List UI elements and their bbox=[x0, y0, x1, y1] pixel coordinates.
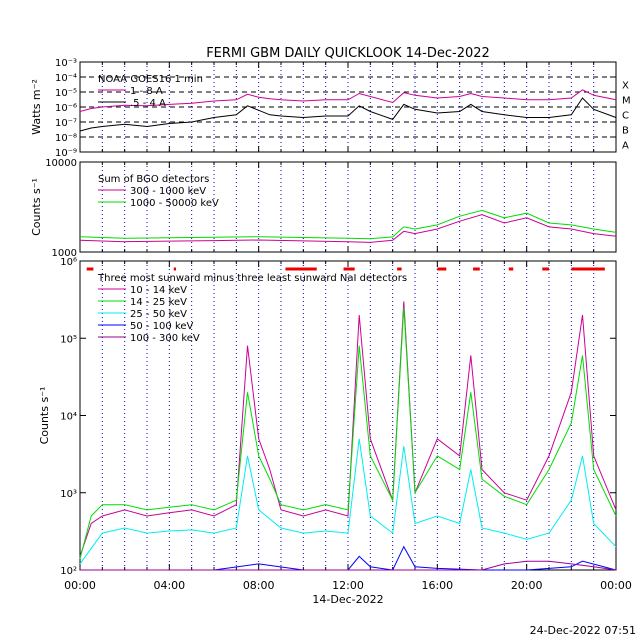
y-tick-label: 10⁵ bbox=[60, 334, 77, 345]
y-tick-label: 10⁻³ bbox=[55, 58, 77, 69]
y-tick-label: 10⁻⁷ bbox=[55, 118, 77, 129]
legend-title: Sum of BGO detectors bbox=[98, 174, 209, 185]
legend-title: NOAA GOES16 1 min bbox=[98, 74, 203, 85]
goes-class-label: X bbox=[622, 81, 629, 92]
series-line bbox=[80, 560, 617, 571]
x-tick-label: 00:00 bbox=[600, 579, 632, 592]
x-tick-label: 04:00 bbox=[153, 579, 185, 592]
y-tick-label: 10⁻⁵ bbox=[55, 88, 77, 99]
legend-entry: 50 - 100 keV bbox=[130, 321, 194, 332]
series-line bbox=[79, 438, 617, 565]
goes-class-label: B bbox=[622, 126, 629, 137]
goes-class-label: C bbox=[622, 111, 629, 122]
x-tick-label: 20:00 bbox=[511, 579, 543, 592]
series-line bbox=[79, 89, 617, 112]
y-tick-label: 10⁻⁶ bbox=[55, 103, 77, 114]
y-tick-label: 10000 bbox=[45, 158, 77, 169]
y-tick-label: 10⁻⁸ bbox=[55, 133, 77, 144]
y-tick-label: 10⁻⁴ bbox=[55, 73, 77, 84]
goes-class-label: A bbox=[622, 141, 629, 152]
legend-entry: 25 - 50 keV bbox=[130, 309, 187, 320]
panel-nai: 10⁶ 10⁵ 10⁴ 10³ 10² Counts s⁻¹ Three most sunw… bbox=[38, 257, 617, 577]
legend-title: Three most sunward minus three least sun… bbox=[97, 273, 407, 284]
legend-entry: 300 - 1000 keV bbox=[130, 186, 206, 197]
x-tick-label: 12:00 bbox=[332, 579, 364, 592]
footer-timestamp: 24-Dec-2022 07:51 bbox=[530, 624, 636, 637]
series-line bbox=[79, 97, 617, 132]
series-line bbox=[79, 301, 617, 557]
x-tick-label: 08:00 bbox=[243, 579, 275, 592]
y-axis-label: Counts s⁻¹ bbox=[38, 387, 51, 445]
goes-class-label: M bbox=[622, 96, 631, 107]
y-tick-label: 1000 bbox=[52, 248, 77, 259]
legend-entry: 1000 - 50000 keV bbox=[130, 198, 219, 209]
legend-entry: 1 - 8 A bbox=[130, 86, 163, 97]
legend-entry: .5 - 4 A bbox=[130, 98, 166, 109]
legend-entry: 10 - 14 keV bbox=[130, 285, 187, 296]
y-axis-label: Watts m⁻² bbox=[30, 79, 43, 135]
panel-goes: 10⁻³ 10⁻⁴ 10⁻⁵ 10⁻⁶ 10⁻⁷ 10⁻⁸ 10⁻⁹ Watts m⁻² XMC… bbox=[30, 58, 631, 159]
series-line bbox=[79, 214, 617, 243]
y-tick-label: 10⁻⁹ bbox=[55, 148, 77, 159]
x-tick-label: 00:00 bbox=[64, 579, 96, 592]
series-line bbox=[79, 209, 617, 240]
legend-entry: 14 - 25 keV bbox=[130, 297, 187, 308]
y-tick-label: 10⁴ bbox=[60, 412, 77, 423]
y-tick-label: 10³ bbox=[60, 489, 77, 500]
series-line bbox=[79, 307, 617, 559]
y-axis-label: Counts s⁻¹ bbox=[30, 178, 43, 236]
x-date-label: 14-Dec-2022 bbox=[312, 593, 383, 606]
panel-bgo: 10000 1000 Counts s⁻¹ Sum of BGO detectors3… bbox=[30, 158, 617, 259]
y-tick-label: 10⁶ bbox=[60, 257, 77, 268]
x-tick-label: 16:00 bbox=[421, 579, 453, 592]
legend-entry: 100 - 300 keV bbox=[130, 333, 200, 344]
y-tick-label: 10² bbox=[60, 566, 77, 577]
chart-title: FERMI GBM DAILY QUICKLOOK 14-Dec-2022 bbox=[206, 46, 490, 61]
